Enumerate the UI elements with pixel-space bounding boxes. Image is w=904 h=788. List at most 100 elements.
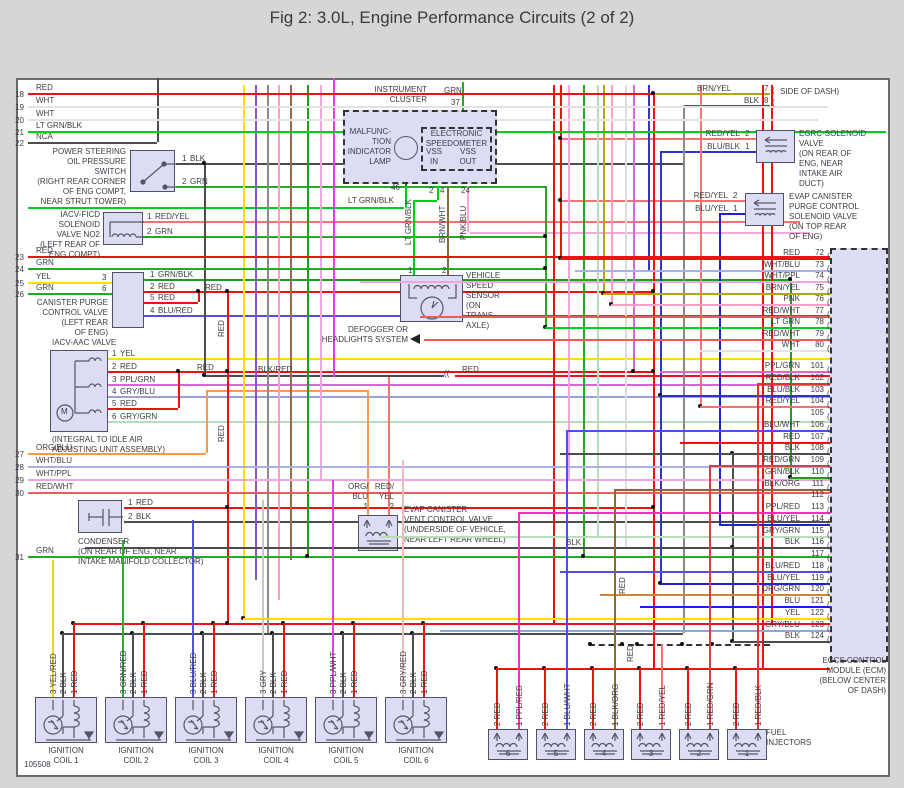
drawing-number: 105508 [24,760,51,769]
condenser-caption-line: (ON REAR OF ENG, NEAR [78,547,177,556]
coil-pin2-label: 2 BLK [199,672,208,694]
ecm-pin-number: 77 [815,306,824,315]
pin-number: 46 [391,183,400,192]
wire-segment [680,442,830,444]
canister-purge-caption-line: CONTROL VALVE [42,308,108,317]
junction-dot [305,554,309,558]
evap-vent-pin1-line: 1 [363,502,368,511]
wire-segment [603,85,605,293]
junction-dot [202,373,206,377]
ecm-caption-line: MODULE (ECM) [826,666,886,675]
row-label: YEL [36,272,52,281]
wire-segment [85,547,830,549]
ignition-coil-caption-line: COIL 5 [333,756,359,765]
pin-number: 1 [147,212,152,221]
row-number: 28 [15,463,24,472]
wire-segment [732,641,830,643]
ecm-pin-label: BLU/BLK [767,385,800,394]
pin-number: 2 [182,177,187,186]
wire-segment [470,232,810,234]
evap-vent-caption-line: (UNDERSIDE OF VEHICLE, [404,525,506,534]
wire-segment [124,521,835,523]
connector-glyph: ( [827,624,830,633]
ecm-pin-number: 105 [810,408,824,417]
wire-segment [144,302,198,304]
ecm-caption-line: (BELOW CENTER [819,676,886,685]
wire-segment [157,78,159,142]
row-label: GRN [36,283,54,292]
ignition-coil-caption-line: IGNITION [258,746,294,755]
wire-segment [380,536,830,538]
power-steering-switch-caption-line: OF ENG COMPT, [62,187,126,196]
coil-pin2-label: 2 BLK [339,672,348,694]
wire-segment [790,477,830,479]
vss-caption-line: AXLE) [466,321,490,330]
evap-purge-caption-line: (ON TOP REAR [789,222,847,231]
egrc-caption-line: ENG, NEAR [799,159,844,168]
row-label: WHT [36,96,55,105]
ignition-coil-caption-line: COIL 4 [263,756,289,765]
ignition-coil-box [315,697,377,743]
canister-purge-valve-box [112,272,144,328]
pin-label: RED [136,498,153,507]
injector-pin1-label: 1 BLK/ORG [611,683,620,726]
row-number: 18 [15,90,24,99]
wire-segment [213,623,215,697]
ecm-pin-label: GRY/BLU [765,620,800,629]
connector-glyph: ( [827,447,830,456]
wire-segment [132,633,134,697]
wire-label: BLK [744,96,760,105]
wire-segment [108,384,886,386]
wire-segment [560,258,830,260]
coil-pin3-label: 3 GRN/RED [119,650,128,694]
wire-segment [367,390,369,517]
wire-segment [333,78,335,377]
wire-segment [648,85,650,270]
wire-segment [413,200,415,275]
wire-segment [455,375,886,377]
ecm-pin-label: ORG/GRN [761,584,800,593]
coil-pin2-label: 2 BLK [269,672,278,694]
ecm-pin-number: 124 [810,631,824,640]
evap-vent-valve-box [358,515,398,551]
wire-segment [440,630,830,632]
wire-segment [267,85,269,633]
ecm-pin-number: 73 [815,260,824,269]
wire-segment [790,279,792,477]
coil-pin3-label: 3 YEL/RED [49,653,58,694]
wire-segment [28,106,828,108]
pin-label: GRY/BLU [120,387,155,396]
ecm-pin-number: 76 [815,294,824,303]
wire-segment [566,430,568,729]
wire-segment [28,268,545,270]
injector-pin2-label: 2 RED [493,702,502,726]
pin-number: 37 [451,98,460,107]
connector-glyph: ( [827,252,830,261]
pin-label: BLU/YEL [695,204,728,213]
wire-segment [719,213,745,215]
pin-number: 6 [102,284,107,293]
injector-number: 3 [648,749,654,758]
wire-segment [28,142,157,144]
mil-lamp-icon [394,136,418,160]
wire-segment [653,93,655,668]
pin-number: 2 [150,282,155,291]
ecm-pin-number: 123 [810,620,824,629]
wire-segment [108,408,178,410]
iacv-ficd-caption-line: VALVE NO2 [56,230,100,239]
condenser-caption: CONDENSER (ON REAR OF ENG, NEAR INTAKE MAN… [78,537,253,567]
ignition-coil-caption-line: IGNITION [118,746,154,755]
pin-number: 6 [112,412,117,421]
injector-pin1-label: 1 PPL/RED [515,685,524,726]
junction-dot [196,289,200,293]
wire-segment [283,623,285,697]
ecm-pin-number: 114 [811,514,824,523]
connector-glyph: ( [827,344,830,353]
evap-purge-caption-line: PURGE CONTROL [789,202,859,211]
row-number: 27 [15,450,24,459]
coil-pin3-label: 3 PPL/WHT [329,651,338,694]
wire-segment [353,623,355,697]
wire-segment [255,85,257,580]
wire-segment [560,138,756,140]
wire-label: RED [205,283,222,292]
